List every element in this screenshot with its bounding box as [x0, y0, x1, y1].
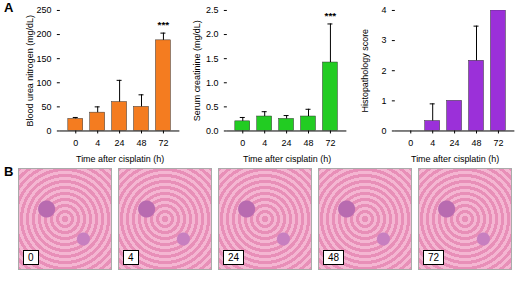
svg-text:2: 2 [381, 66, 386, 76]
html-text:72: 72 [428, 252, 440, 264]
svg-text:4: 4 [262, 138, 267, 148]
html-text:24: 24 [228, 252, 240, 264]
svg-text:48: 48 [304, 138, 314, 148]
svg-text:72: 72 [493, 138, 503, 148]
svg-text:24: 24 [282, 138, 292, 148]
svg-text:Histopathology score: Histopathology score [359, 29, 369, 113]
svg-text:48: 48 [471, 138, 481, 148]
svg-text:24: 24 [115, 138, 125, 148]
svg-text:4: 4 [381, 5, 386, 15]
svg-text:0: 0 [408, 138, 413, 148]
svg-text:100: 100 [36, 78, 51, 88]
svg-text:0.0: 0.0 [206, 126, 218, 136]
svg-text:250: 250 [36, 5, 51, 15]
svg-text:Time after cisplatin (h): Time after cisplatin (h) [243, 154, 331, 164]
html-text:A: A [4, 0, 14, 15]
svg-text:0: 0 [73, 138, 78, 148]
svg-text:4: 4 [430, 138, 435, 148]
svg-text:0: 0 [46, 126, 51, 136]
svg-text:24: 24 [449, 138, 459, 148]
html-text:4: 4 [128, 252, 134, 264]
svg-text:2.0: 2.0 [206, 29, 218, 39]
html-text:48: 48 [328, 252, 340, 264]
svg-text:4: 4 [95, 138, 100, 148]
html-text:B: B [4, 164, 14, 180]
svg-text:Serum creatinine (mg/dL): Serum creatinine (mg/dL) [192, 20, 202, 121]
svg-text:72: 72 [326, 138, 336, 148]
svg-text:2.5: 2.5 [206, 5, 218, 15]
svg-text:1.5: 1.5 [206, 54, 218, 64]
svg-text:***: *** [325, 10, 337, 21]
svg-text:48: 48 [136, 138, 146, 148]
svg-text:0: 0 [241, 138, 246, 148]
svg-text:3: 3 [381, 35, 386, 45]
html-text:0: 0 [28, 252, 34, 264]
svg-text:***: *** [158, 19, 170, 30]
svg-text:150: 150 [36, 54, 51, 64]
svg-text:Blood urea nitrogen (mg/dL): Blood urea nitrogen (mg/dL) [25, 15, 35, 126]
svg-text:50: 50 [41, 102, 51, 112]
svg-text:Time after cisplatin (h): Time after cisplatin (h) [411, 154, 499, 164]
svg-text:Time after cisplatin (h): Time after cisplatin (h) [76, 154, 164, 164]
svg-text:200: 200 [36, 29, 51, 39]
svg-text:0: 0 [381, 126, 386, 136]
svg-text:1.0: 1.0 [206, 78, 218, 88]
svg-text:72: 72 [158, 138, 168, 148]
svg-text:1: 1 [381, 96, 386, 106]
svg-text:0.5: 0.5 [206, 102, 218, 112]
